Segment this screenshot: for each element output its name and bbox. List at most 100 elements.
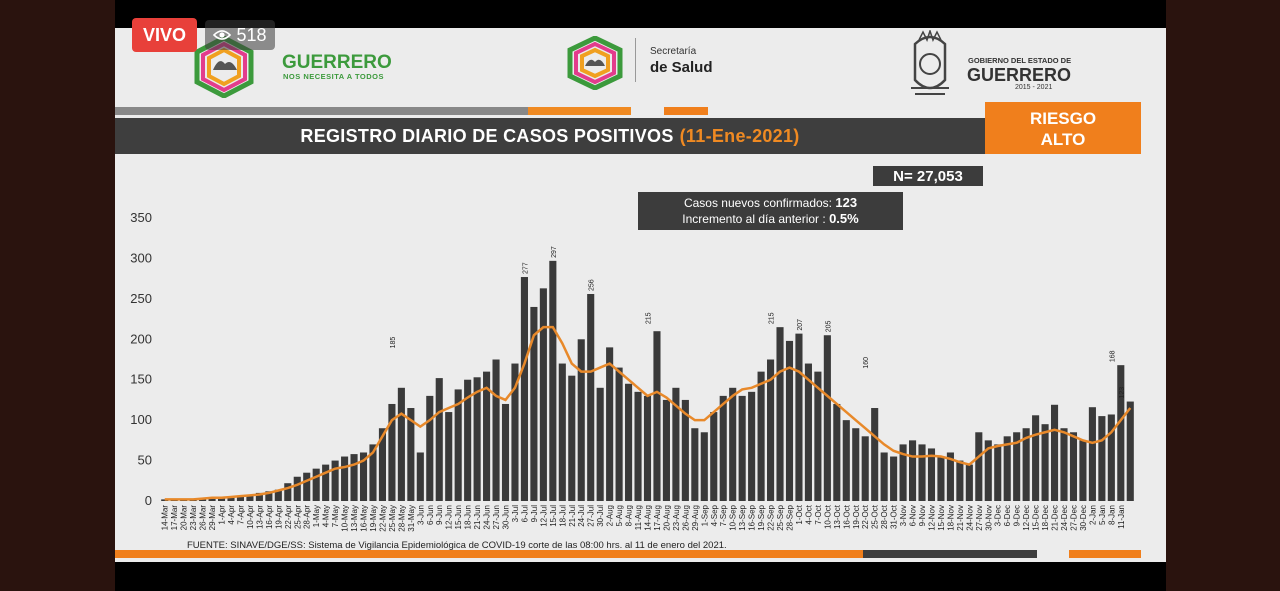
orange-stripe-small <box>664 107 708 115</box>
x-tick-label: 6-Jun <box>426 505 435 525</box>
bar <box>908 440 917 501</box>
salud-logo-icon <box>567 36 623 90</box>
bar <box>397 387 405 501</box>
bar <box>681 399 689 501</box>
x-tick-label: 5-Aug <box>615 505 624 526</box>
bottom-orange-bar <box>115 550 863 558</box>
bar <box>501 403 510 501</box>
x-tick-label: 30-Dec <box>1079 505 1088 531</box>
x-tick-label: 1-May <box>312 505 321 527</box>
bar <box>1013 432 1021 501</box>
x-tick-label: 15-Dec <box>1032 505 1041 531</box>
bar <box>729 387 737 501</box>
bar <box>293 476 301 501</box>
x-tick-label: 7-Oct <box>814 504 823 524</box>
y-tick-label: 250 <box>130 291 152 306</box>
x-tick-label: 22-Apr <box>284 505 293 529</box>
x-tick-label: 16-Sep <box>748 504 757 530</box>
bar <box>615 367 623 501</box>
bar <box>369 444 377 501</box>
x-tick-label: 12-Dec <box>1022 505 1031 531</box>
viewer-count-value: 518 <box>236 24 267 45</box>
data-label: 185 <box>390 337 397 349</box>
x-tick-label: 19-Oct <box>852 504 861 529</box>
left-logo-title: GUERRERO <box>282 52 392 73</box>
bar <box>265 491 273 501</box>
x-tick-label: 18-Jul <box>558 505 567 527</box>
daily-summary-box: Casos nuevos confirmados: 123 Incremento… <box>638 192 903 230</box>
x-tick-label: 30-Jul <box>596 505 605 527</box>
x-tick-label: 21-Jun <box>473 505 482 529</box>
bottom-gray-bar <box>863 550 1037 558</box>
x-tick-label: 6-Jul <box>520 505 529 523</box>
x-tick-label: 25-Oct <box>871 504 880 529</box>
bar <box>492 359 500 501</box>
x-tick-label: 8-Aug <box>625 505 634 526</box>
x-tick-label: 15-Jul <box>549 505 558 527</box>
risk-line-2: ALTO <box>1040 130 1086 149</box>
x-tick-label: 9-Jun <box>435 505 444 525</box>
x-tick-label: 19-Apr <box>274 505 283 529</box>
center-logo-main: de Salud <box>650 59 713 76</box>
x-tick-label: 13-May <box>350 505 359 532</box>
x-tick-label: 17-Mar <box>170 505 179 531</box>
bar <box>795 333 803 501</box>
x-tick-label: 3-Jul <box>511 505 520 523</box>
x-tick-label: 9-Nov <box>918 505 927 526</box>
x-tick-label: 25-May <box>388 505 397 532</box>
bar <box>473 377 481 501</box>
x-tick-label: 28-May <box>397 505 406 532</box>
bar <box>331 460 339 501</box>
bar <box>407 408 415 501</box>
bar <box>483 371 491 501</box>
x-tick-label: 13-Sep <box>738 504 747 530</box>
bar <box>833 403 841 501</box>
x-tick-label: 14-Mar <box>161 505 170 531</box>
bar <box>814 371 822 501</box>
x-tick-label: 15-Jun <box>454 505 463 529</box>
x-tick-label: 24-Jul <box>577 505 586 527</box>
x-tick-label: 22-Oct <box>861 504 870 529</box>
x-tick-label: 28-Apr <box>303 505 312 529</box>
bar <box>217 497 226 501</box>
bar <box>994 444 1002 501</box>
bar <box>445 412 453 501</box>
x-tick-label: 13-Oct <box>833 504 842 529</box>
new-cases-label: Casos nuevos confirmados: <box>683 196 833 210</box>
source-note: FUENTE: SINAVE/DGE/SS: Sistema de Vigila… <box>187 540 727 551</box>
x-tick-label: 22-Sep <box>767 504 776 530</box>
x-tick-label: 24-Dec <box>1060 505 1069 531</box>
bar <box>719 395 727 501</box>
bar <box>956 460 964 501</box>
bar <box>208 497 216 501</box>
y-tick-label: 100 <box>130 412 152 427</box>
bar <box>558 363 566 501</box>
bar <box>227 496 235 501</box>
x-tick-label: 21-Dec <box>1051 505 1060 531</box>
x-tick-label: 25-Apr <box>293 505 302 529</box>
bar <box>946 452 954 501</box>
x-tick-label: 20-Mar <box>180 505 189 531</box>
x-tick-label: 21-Nov <box>956 505 965 531</box>
y-tick-label: 200 <box>130 331 152 346</box>
x-tick-label: 12-Jul <box>539 505 548 527</box>
bar <box>246 494 254 501</box>
y-tick-label: 0 <box>145 493 152 508</box>
x-tick-label: 10-Apr <box>246 505 255 529</box>
x-tick-label: 2-Aug <box>606 505 615 526</box>
bar <box>1117 365 1125 501</box>
bar <box>700 432 708 501</box>
x-tick-label: 17-Aug <box>653 505 662 531</box>
x-tick-label: 10-May <box>341 505 350 532</box>
bar <box>710 412 718 501</box>
bar <box>852 428 860 501</box>
x-tick-label: 31-May <box>407 505 416 532</box>
x-tick-label: 3-Jun <box>416 505 425 525</box>
risk-level-badge: RIESGO ALTO <box>985 102 1141 154</box>
bar <box>606 347 614 501</box>
x-tick-label: 29-Mar <box>208 505 217 531</box>
bottom-orange-bar-small <box>1069 550 1141 558</box>
x-tick-label: 27-Nov <box>975 505 984 531</box>
x-tick-label: 7-Sep <box>719 504 728 526</box>
risk-line-1: RIESGO <box>1029 109 1097 128</box>
